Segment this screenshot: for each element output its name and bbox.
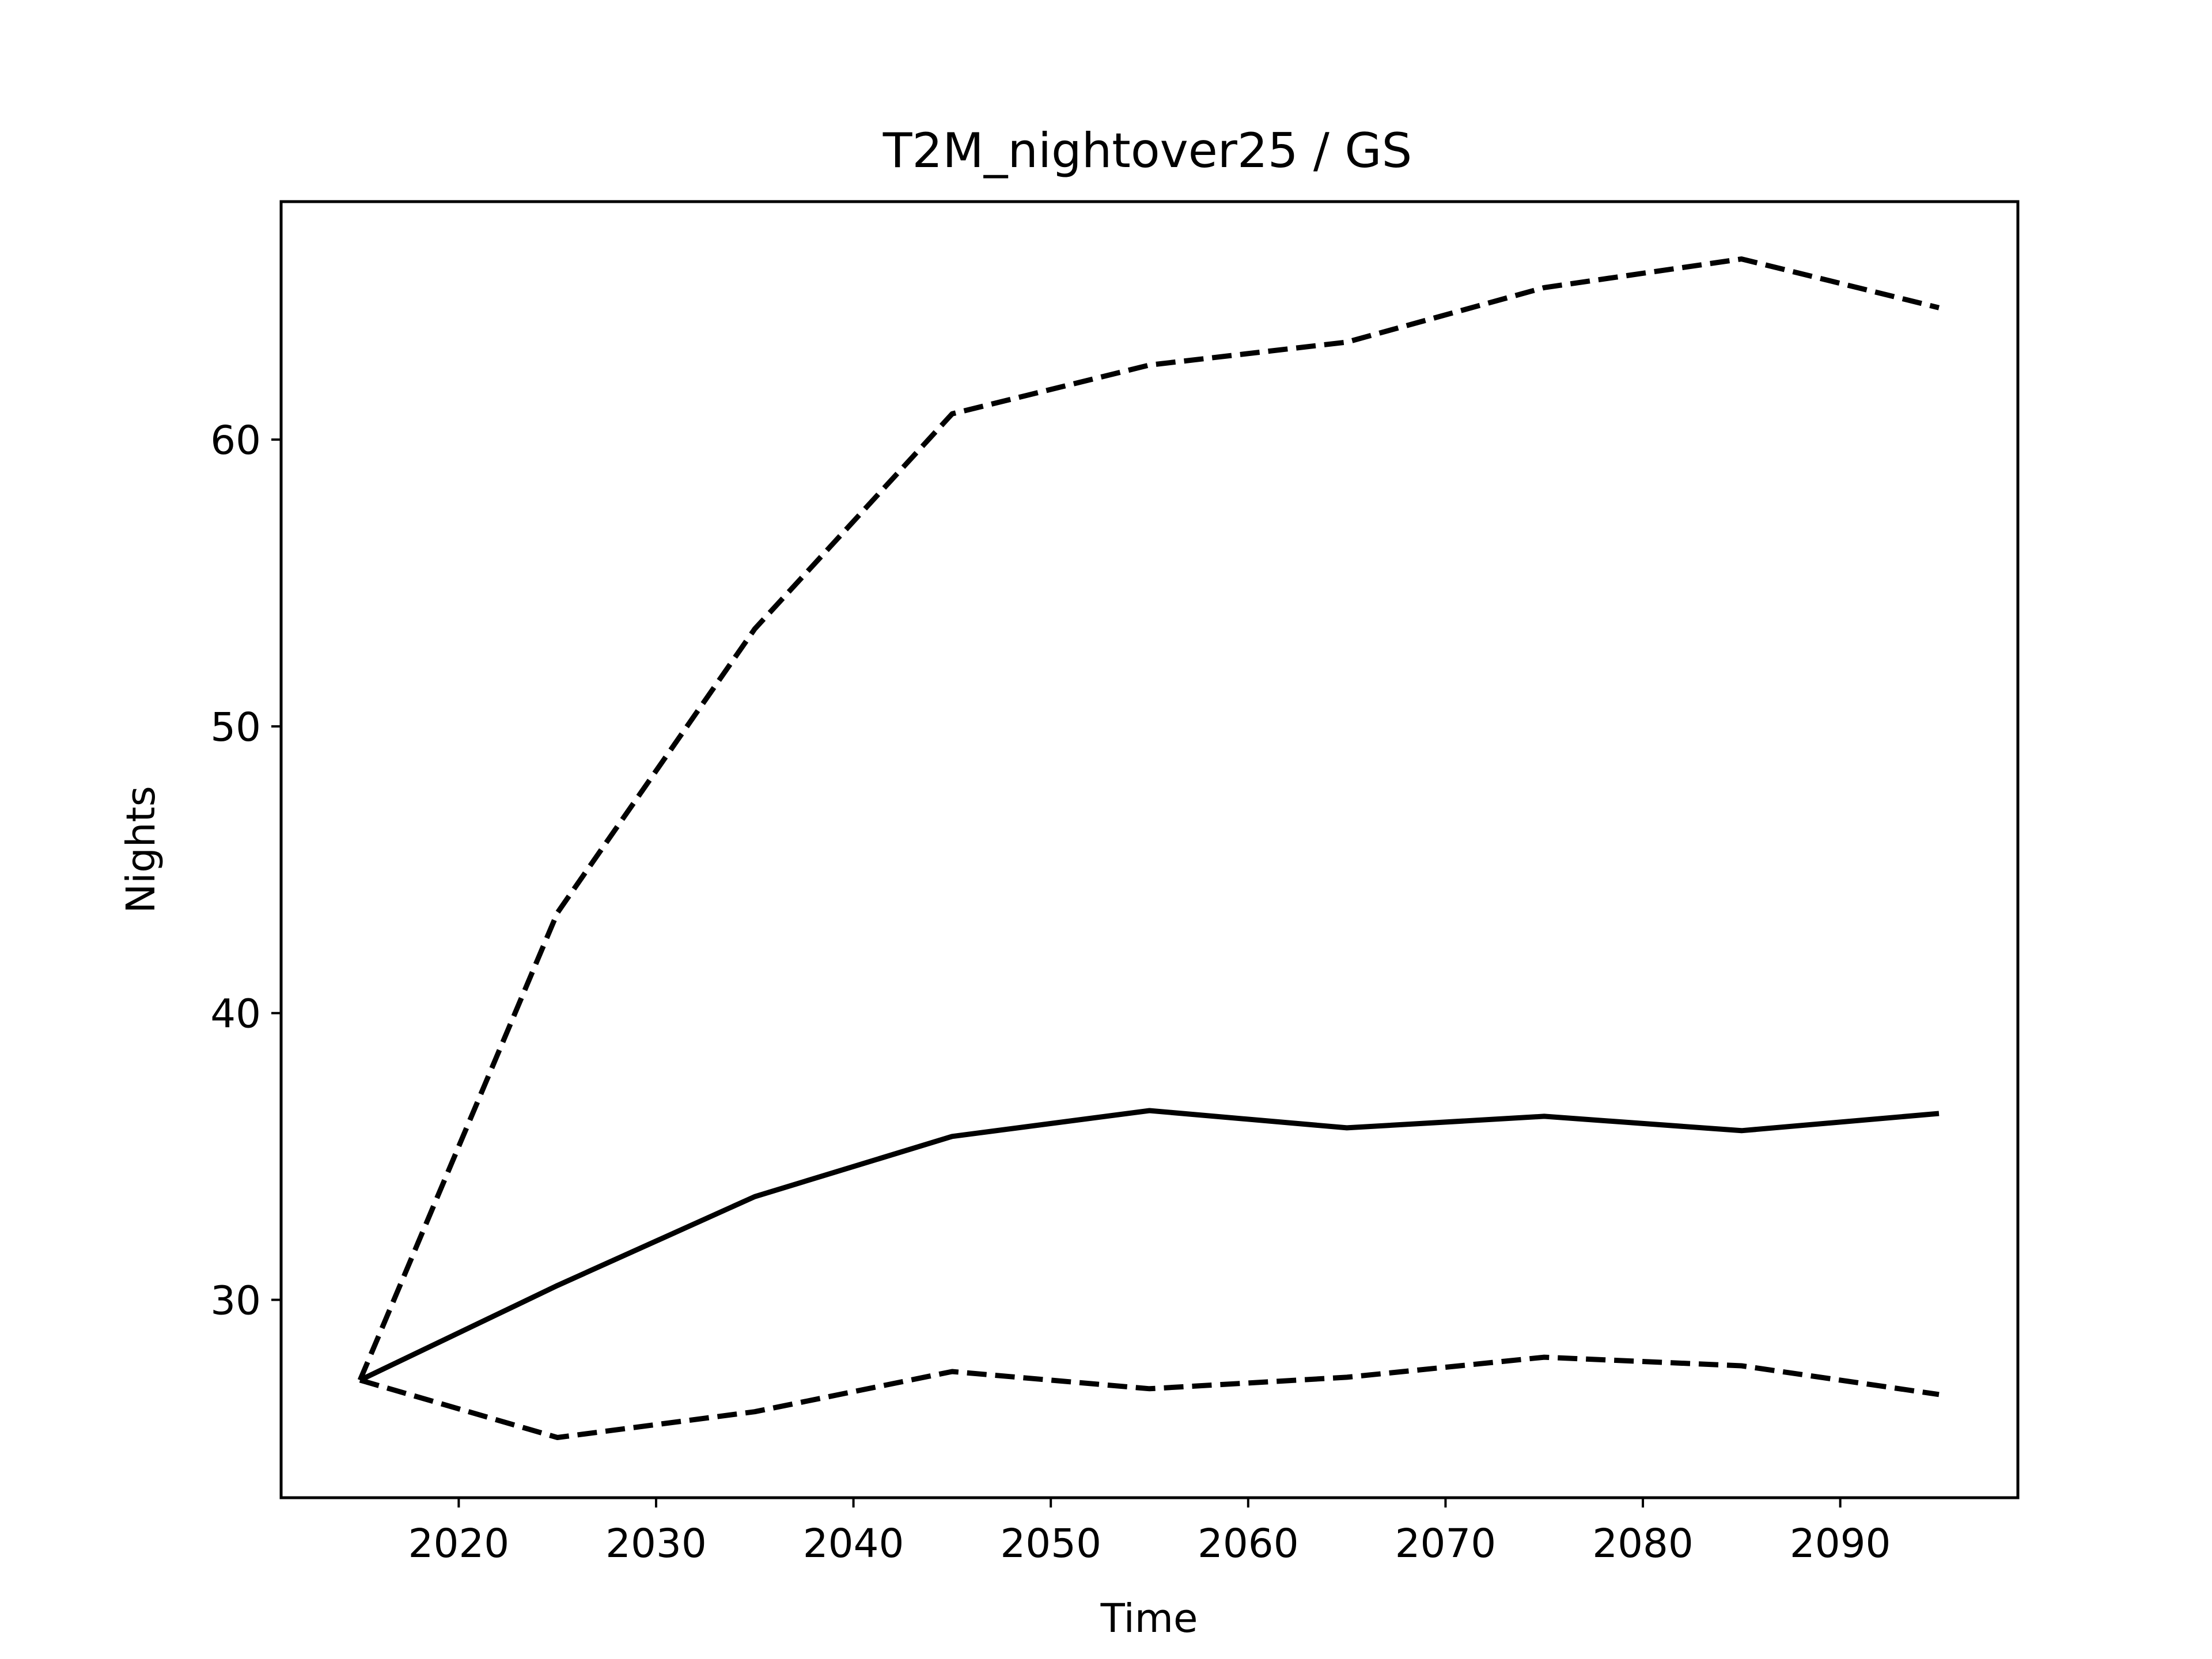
x-axis-label: Time xyxy=(1100,1596,1198,1642)
y-axis: 30 40 50 60 xyxy=(210,418,281,1324)
series-line-1 xyxy=(357,256,1940,1381)
y-tick-label: 30 xyxy=(210,1278,261,1324)
plot-frame xyxy=(279,200,2020,1499)
y-tick-label: 60 xyxy=(210,418,261,464)
x-tick-label: 2070 xyxy=(1395,1521,1497,1567)
y-tick-label: 40 xyxy=(210,991,261,1037)
y-tick-label: 50 xyxy=(210,704,261,751)
chart-title: T2M_nightover25 / GS xyxy=(882,123,1412,179)
x-tick-label: 2080 xyxy=(1592,1521,1694,1567)
x-tick-label: 2050 xyxy=(1000,1521,1101,1567)
x-tick-label: 2060 xyxy=(1198,1521,1299,1567)
series-line-3 xyxy=(359,1354,1940,1440)
x-tick-label: 2020 xyxy=(408,1521,510,1567)
x-tick-label: 2040 xyxy=(803,1521,904,1567)
x-axis: 2020 2030 2040 2050 2060 2070 2080 2090 xyxy=(408,1498,1891,1567)
series-line-2 xyxy=(359,1108,1940,1382)
x-tick-label: 2090 xyxy=(1790,1521,1891,1567)
x-tick-label: 2030 xyxy=(605,1521,707,1567)
series-layer xyxy=(357,256,1940,1440)
y-axis-label: Nights xyxy=(118,786,164,913)
